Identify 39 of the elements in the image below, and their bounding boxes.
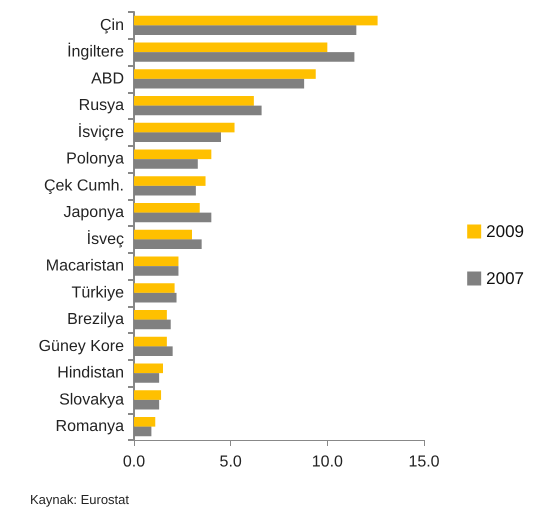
legend-label: 2007 <box>486 269 524 288</box>
y-tick-label: İngiltere <box>67 42 124 61</box>
y-tick-label: Türkiye <box>72 284 124 302</box>
y-tick-label: ABD <box>91 70 124 88</box>
bar <box>134 336 167 346</box>
bar <box>134 96 254 106</box>
bar <box>134 69 316 79</box>
bar <box>134 122 235 132</box>
y-tick-label: İsviçre <box>78 122 124 141</box>
y-tick-label: İsveç <box>86 230 124 248</box>
bar <box>134 230 192 240</box>
bar <box>134 176 206 186</box>
y-tick-label: Çin <box>100 16 124 34</box>
y-tick-label: Japonya <box>64 204 124 222</box>
bar <box>134 256 178 266</box>
bar <box>134 42 328 52</box>
text: Kaynak: Eurostat <box>30 492 130 507</box>
bar <box>134 149 212 160</box>
bar <box>134 16 378 26</box>
bar <box>134 416 156 427</box>
y-tick-label: Rusya <box>78 97 124 114</box>
x-tick-label: 15.0 <box>408 454 440 470</box>
bar <box>134 202 200 213</box>
y-tick-label: Polonya <box>66 150 124 168</box>
y-tick-label: Brezilya <box>67 311 124 328</box>
y-tick-label: Slovakya <box>59 391 124 408</box>
bar <box>134 390 162 400</box>
x-tick-label: 0.0 <box>122 454 146 470</box>
legend-label: 2009 <box>486 222 524 241</box>
y-tick-label: Hindistan <box>57 364 124 382</box>
bar <box>134 363 163 374</box>
x-tick-label: 10.0 <box>312 454 344 470</box>
y-tick-label: Güney Kore <box>38 338 124 355</box>
y-tick-label: Romanya <box>56 418 124 436</box>
bar <box>134 283 175 293</box>
x-tick-label: 5.0 <box>220 454 242 470</box>
bar <box>134 310 167 320</box>
y-tick-label: Çek Cumh. <box>44 177 124 194</box>
y-tick-label: Macaristan <box>46 258 124 275</box>
